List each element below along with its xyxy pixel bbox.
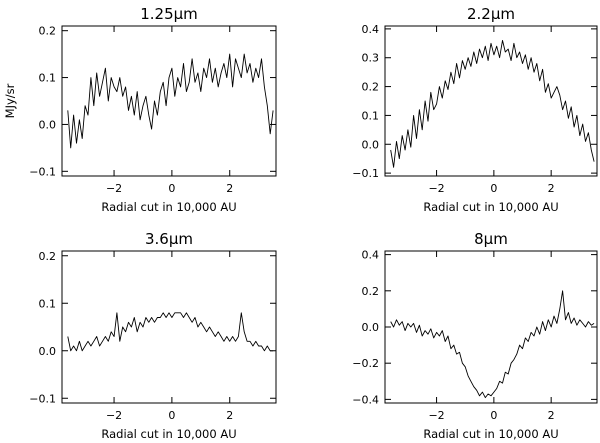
x-tick-label: 2 xyxy=(548,409,555,422)
x-tick-label: 0 xyxy=(168,409,175,422)
panel-title: 3.6μm xyxy=(145,230,193,248)
plot-frame xyxy=(384,25,598,177)
data-lines xyxy=(390,290,595,399)
y-tick-label: 0.4 xyxy=(362,23,380,36)
x-tick-label: −2 xyxy=(106,182,122,195)
y-tick-label: −0.1 xyxy=(29,392,56,405)
y-tick-label: 0.2 xyxy=(39,250,57,263)
y-tick-label: −0.1 xyxy=(29,165,56,178)
x-tick-label: −2 xyxy=(428,409,444,422)
axis-ticks: −2 0 2 −0.1 0.0 0.1 0.2 0.3 0.4 xyxy=(352,23,597,195)
x-axis-title: Radial cut in 10,000 AU xyxy=(423,427,558,441)
panel-title: 2.2μm xyxy=(467,5,515,23)
axis-ticks: −2 0 2 −0.1 0.0 0.1 0.2 xyxy=(29,250,276,422)
y-tick-label: 0.4 xyxy=(362,249,380,262)
data-lines xyxy=(67,312,274,352)
x-tick-label: 2 xyxy=(226,409,233,422)
y-tick-label: 0.1 xyxy=(362,109,380,122)
plot-frame xyxy=(384,250,598,404)
y-tick-label: 0.0 xyxy=(362,321,380,334)
panel-2-2um: 2.2μm Radial cut in 10,000 AU −2 0 2 −0.1 0.… xyxy=(352,5,598,214)
panel-title: 8μm xyxy=(474,230,508,248)
data-lines xyxy=(390,39,595,168)
series-line xyxy=(67,53,274,149)
y-tick-label: 0.0 xyxy=(39,345,57,358)
y-tick-label: 0.2 xyxy=(39,25,57,38)
y-tick-label: −0.4 xyxy=(352,393,379,406)
y-tick-label: 0.3 xyxy=(362,52,380,65)
x-axis-title: Radial cut in 10,000 AU xyxy=(101,427,236,441)
x-tick-label: 0 xyxy=(490,409,497,422)
x-tick-label: 2 xyxy=(548,182,555,195)
y-tick-label: 0.0 xyxy=(39,118,57,131)
axis-ticks: −2 0 2 −0.1 0.0 0.1 0.2 xyxy=(29,25,276,195)
panel-8um: 8μm Radial cut in 10,000 AU −2 0 2 −0.4 −0.2… xyxy=(352,230,598,441)
panel-1-25um: 1.25μm Radial cut in 10,000 AU MJy/sr −2… xyxy=(3,5,277,214)
axis-ticks: −2 0 2 −0.4 −0.2 0.0 0.2 0.4 xyxy=(352,249,597,422)
series-line xyxy=(390,290,595,399)
plot-frame xyxy=(61,25,277,177)
x-tick-label: 2 xyxy=(226,182,233,195)
y-tick-label: 0.1 xyxy=(39,297,57,310)
plot-frame xyxy=(61,250,277,404)
y-tick-label: 0.0 xyxy=(362,138,380,151)
series-line xyxy=(67,312,274,352)
x-axis-title: Radial cut in 10,000 AU xyxy=(423,200,558,214)
y-tick-label: −0.1 xyxy=(352,167,379,180)
panel-3-6um: 3.6μm Radial cut in 10,000 AU −2 0 2 −0.1 0.… xyxy=(29,230,277,441)
x-tick-label: −2 xyxy=(106,409,122,422)
x-tick-label: 0 xyxy=(490,182,497,195)
x-tick-label: −2 xyxy=(428,182,444,195)
y-tick-label: 0.1 xyxy=(39,72,57,85)
data-lines xyxy=(67,53,274,149)
panel-title: 1.25μm xyxy=(140,5,198,23)
y-tick-label: 0.2 xyxy=(362,81,380,94)
y-axis-title: MJy/sr xyxy=(3,83,17,118)
x-tick-label: 0 xyxy=(168,182,175,195)
y-tick-label: −0.2 xyxy=(352,357,379,370)
series-line xyxy=(390,39,595,168)
x-axis-title: Radial cut in 10,000 AU xyxy=(101,200,236,214)
y-tick-label: 0.2 xyxy=(362,285,380,298)
